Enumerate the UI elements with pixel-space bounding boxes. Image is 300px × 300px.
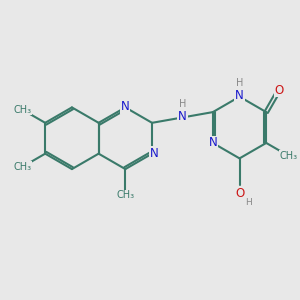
Text: O: O: [274, 84, 283, 97]
Text: N: N: [235, 89, 244, 102]
Text: N: N: [178, 110, 187, 123]
Text: O: O: [235, 187, 244, 200]
Text: H: H: [236, 78, 243, 88]
Text: H: H: [245, 198, 252, 207]
Text: CH₃: CH₃: [14, 105, 32, 115]
Text: N: N: [150, 147, 158, 160]
Text: CH₃: CH₃: [14, 162, 32, 172]
Text: CH₃: CH₃: [280, 151, 298, 161]
Text: N: N: [121, 100, 130, 113]
Text: H: H: [179, 99, 186, 109]
Text: N: N: [208, 136, 217, 149]
Text: CH₃: CH₃: [116, 190, 134, 200]
